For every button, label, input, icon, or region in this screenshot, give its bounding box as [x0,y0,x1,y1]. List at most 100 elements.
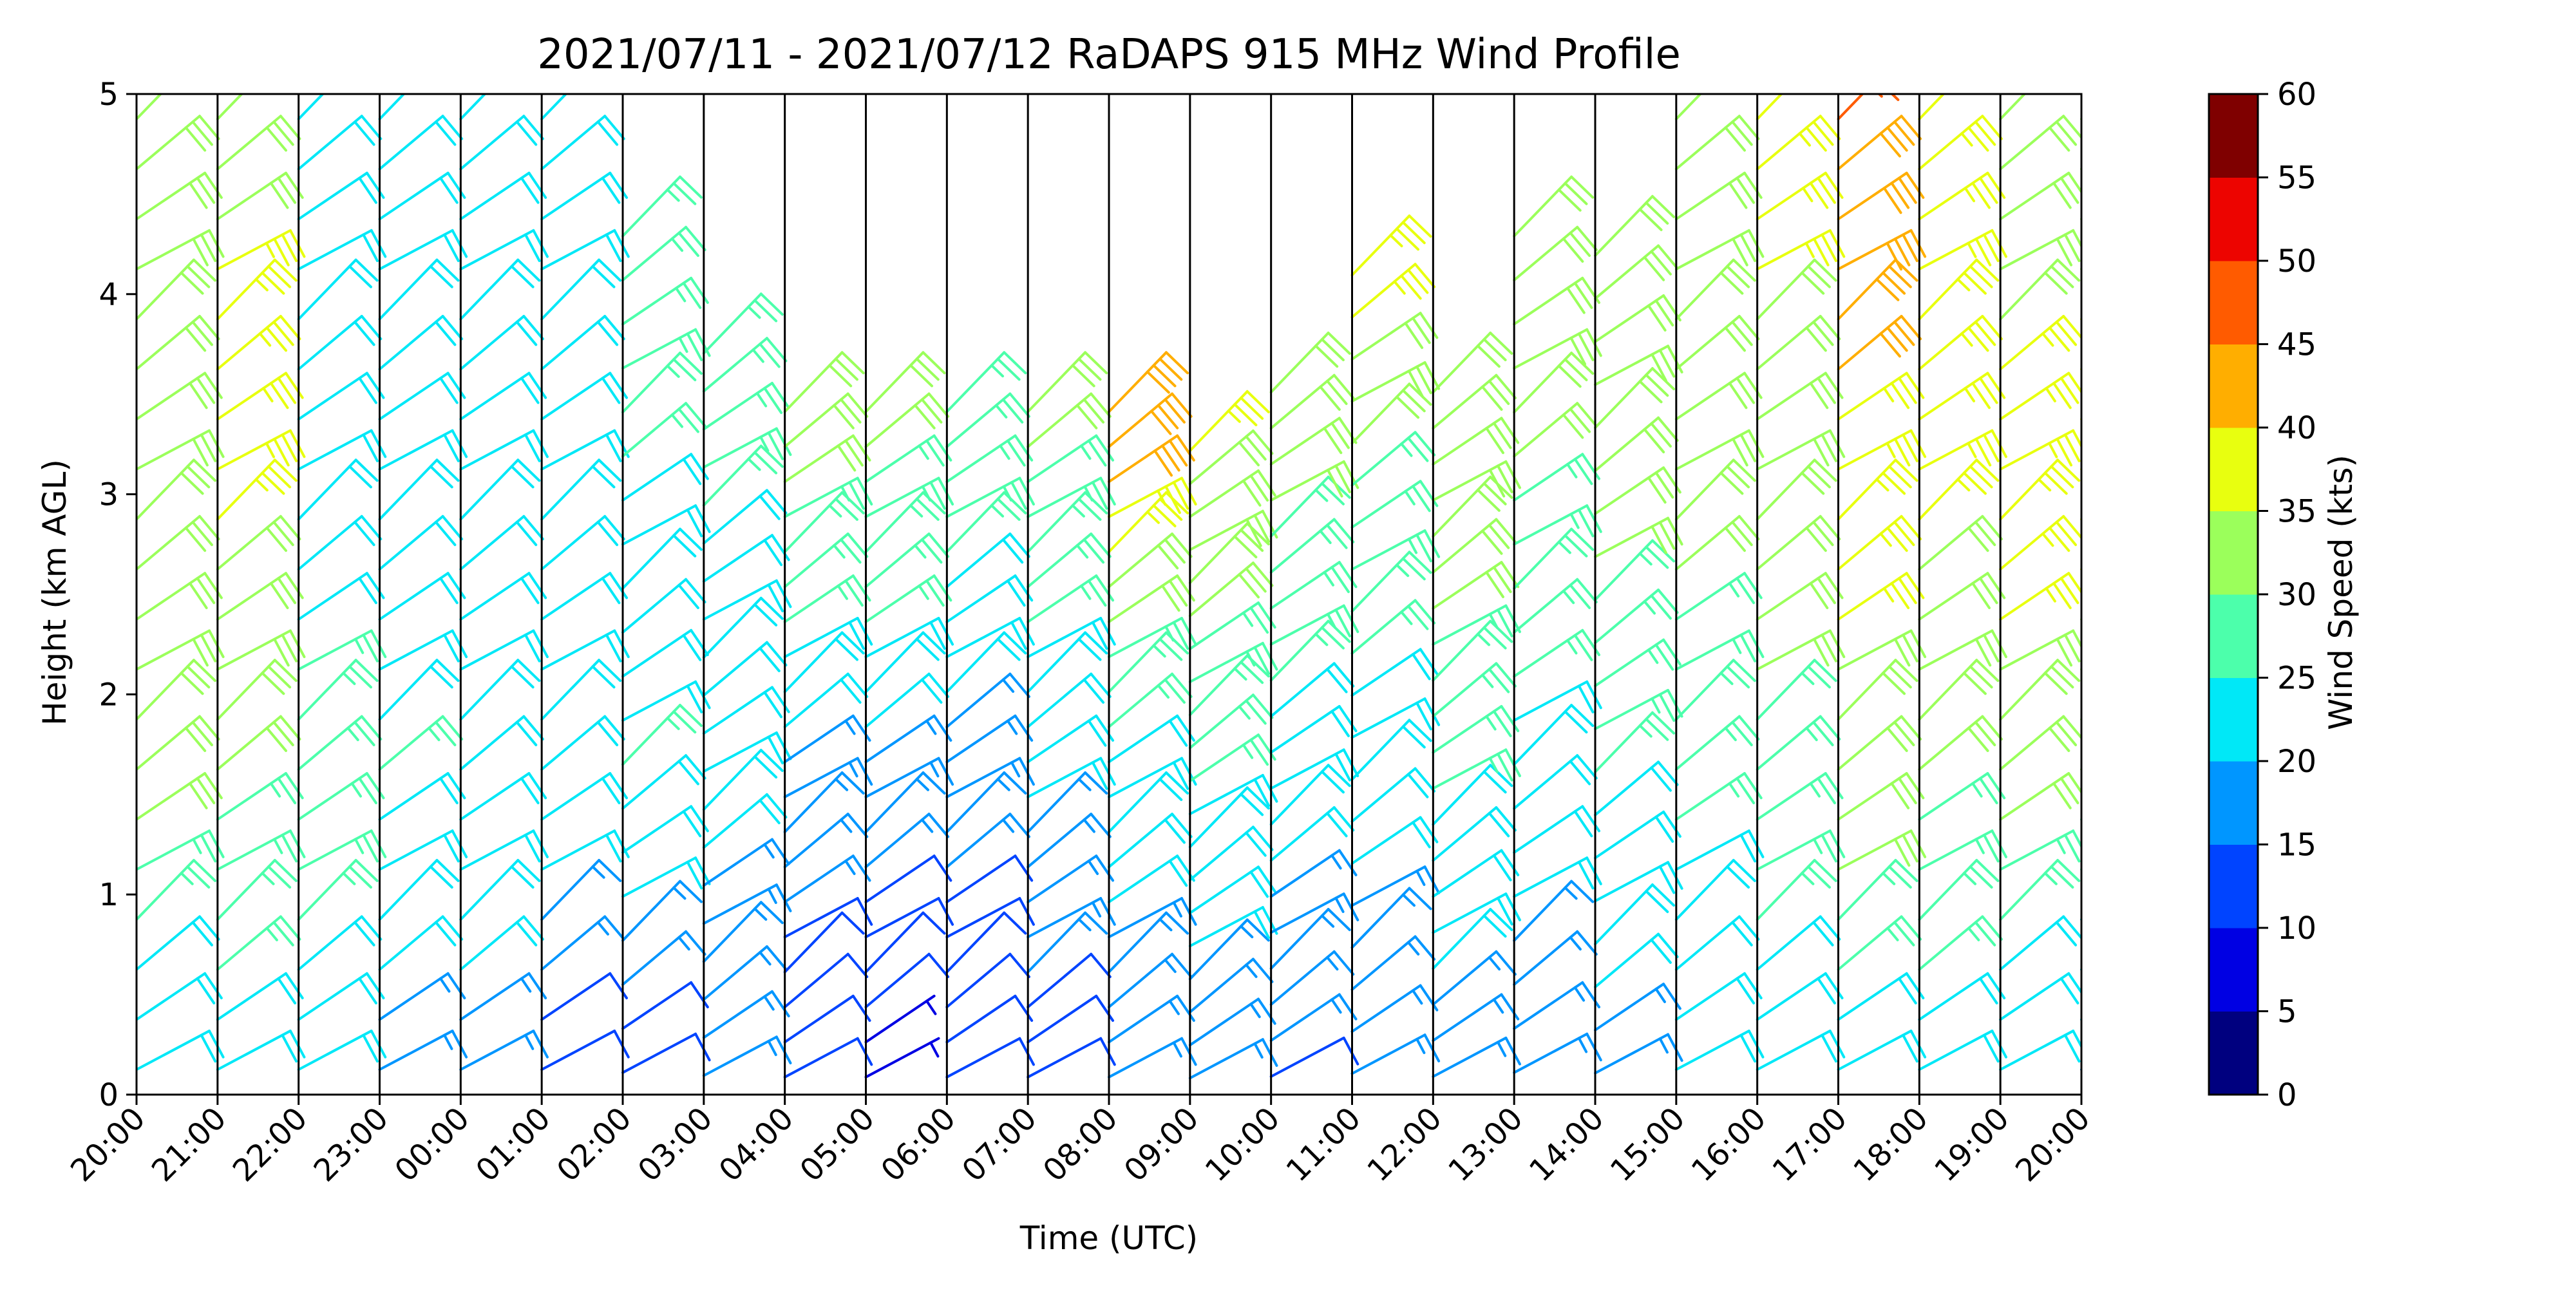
wind-barb [621,578,706,634]
wind-profile-column [1999,94,2081,1071]
wind-barb [378,659,460,721]
wind-barb [1432,518,1517,574]
x-tick-label: 12:00 [1360,1100,1448,1189]
wind-barb [2080,567,2081,571]
wind-barb [621,527,703,590]
wind-barb [702,731,792,773]
wind-barb [702,292,784,355]
wind-barb [1513,328,1602,370]
wind-barb [1837,572,1925,621]
wind-barb [783,757,873,798]
wind-barb [137,429,225,471]
wind-barb [1999,315,2081,371]
wind-barb [1756,372,1844,421]
colorbar-tick-label: 45 [2277,327,2316,363]
wind-barb [1756,115,1841,171]
wind-barb [1350,312,1439,361]
wind-barb [540,258,622,321]
wind-barb [1999,772,2081,821]
wind-barb [1918,772,2006,821]
x-tick-label: 19:00 [1927,1100,2016,1189]
wind-barb [1108,757,1197,798]
wind-barb [1108,771,1189,834]
wind-barb [378,629,468,671]
wind-barb [1594,1033,1683,1075]
wind-barb [864,532,950,589]
wind-barb [216,772,304,821]
wind-barb [864,1037,940,1079]
x-tick-label: 22:00 [226,1100,314,1189]
colorbar-tick-label: 25 [2277,661,2316,697]
wind-barb [1674,458,1756,521]
wind-barb [1108,476,1197,518]
colorbar-tick-label: 0 [2277,1077,2297,1113]
wind-barb [621,1032,711,1074]
wind-barb [864,897,954,939]
wind-barb [1999,829,2081,871]
colorbar-tick-label: 20 [2277,744,2316,780]
wind-barb [1918,94,1987,120]
wind-barb [1269,604,1359,646]
wind-barb [216,972,304,1021]
wind-barb [1350,551,1432,613]
wind-barb [2080,217,2081,221]
wind-barb [137,171,223,221]
wind-barb [540,171,629,221]
wind-barb [1027,617,1116,659]
wind-barb [378,429,468,471]
wind-barb [216,258,298,321]
wind-barb [1918,514,2003,571]
wind-barb [459,458,541,521]
wind-barb [1513,930,1598,986]
wind-barb [459,715,544,771]
wind-barb [1918,372,2006,421]
wind-barb [864,476,954,518]
wind-barb [2080,918,2081,921]
wind-barb [297,858,379,921]
wind-barb [1269,892,1359,934]
wind-barb [1837,514,1922,571]
wind-barb [378,115,464,171]
wind-barb [1269,908,1351,970]
wind-barb [1594,810,1681,860]
wind-barb [1999,171,2081,221]
wind-barb [378,858,460,921]
colorbar-tick-label: 35 [2277,494,2316,530]
wind-barb [621,225,706,282]
wind-barb [1513,805,1601,854]
wind-barb [540,115,625,171]
wind-barb [1027,911,1108,974]
colorbar-segment [2209,428,2258,511]
wind-barb [378,915,464,971]
wind-barb [1432,908,1513,970]
wind-barb [702,534,790,583]
wind-barb [540,772,629,821]
wind-barb [1432,662,1517,718]
wind-barb [137,572,223,621]
wind-barb [1594,539,1676,601]
wind-barb [1674,572,1763,621]
wind-barb [1027,714,1115,764]
wind-barb [1756,829,1846,871]
wind-barb [1350,480,1439,529]
chart-title: 2021/07/11 - 2021/07/12 RaDAPS 915 MHz W… [537,31,1681,79]
wind-barb [1756,229,1846,270]
wind-barb [621,352,703,414]
wind-barb [1432,604,1521,646]
wind-barb [137,94,204,120]
wind-barb [783,351,865,413]
wind-barb [1674,94,1744,120]
colorbar-tick-label: 30 [2277,577,2316,613]
colorbar-segment [2209,928,2258,1012]
wind-barb [137,1030,225,1071]
colorbar-segment [2209,344,2258,428]
wind-barb [702,793,788,849]
wind-barb [783,771,865,834]
wind-barb [945,491,1027,553]
wind-barb [137,258,217,321]
wind-barb [1350,361,1441,403]
wind-barb [1918,1030,2007,1071]
wind-barb [702,749,784,811]
wind-barb [1756,258,1837,321]
wind-barb [2080,267,2081,270]
